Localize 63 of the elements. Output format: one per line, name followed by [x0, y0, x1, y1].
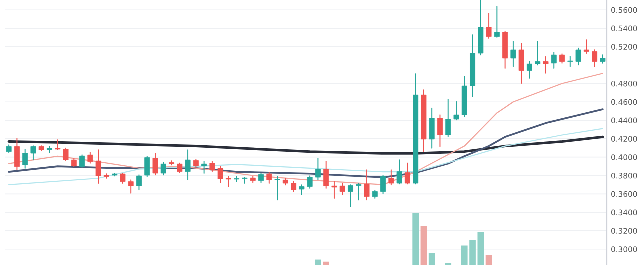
candlestick: [177, 162, 183, 174]
candlestick: [380, 175, 386, 195]
line-series: [8, 136, 604, 155]
candlestick: [560, 54, 565, 64]
candlestick: [299, 184, 305, 196]
candlestick: [315, 158, 321, 181]
candlestick: [63, 148, 69, 162]
candlestick: [80, 154, 86, 168]
candlestick: [510, 41, 516, 68]
bar: [420, 226, 428, 265]
candlestick: [144, 156, 150, 178]
candlestick: [535, 41, 541, 66]
candlestick: [185, 150, 191, 181]
candlestick: [22, 148, 28, 169]
candlestick: [88, 152, 94, 164]
candlestick: [576, 48, 582, 66]
candlestick: [226, 176, 232, 188]
bar: [412, 213, 419, 265]
candlestick: [332, 181, 338, 199]
candlestick: [324, 161, 330, 189]
candlestick: [364, 170, 370, 201]
candlestick: [388, 170, 394, 186]
candlestick: [307, 176, 313, 189]
candlestick: [438, 114, 443, 148]
bar: [428, 253, 436, 265]
candlestick: [120, 172, 126, 184]
candlestick: [202, 161, 208, 174]
candlestick: [568, 56, 574, 68]
candlestick: [584, 40, 590, 54]
candlestick: [136, 174, 142, 191]
bar: [323, 262, 330, 265]
candlestick: [454, 101, 460, 121]
candlestick: [55, 140, 61, 151]
candlestick: [266, 172, 272, 184]
bar: [486, 255, 492, 265]
candlestick: [291, 181, 297, 192]
candlestick: [526, 61, 532, 79]
candlestick: [274, 176, 280, 201]
candlestick: [429, 108, 435, 149]
candlestick: [592, 50, 598, 68]
candlestick: [218, 166, 224, 184]
candlestick: [242, 177, 248, 184]
candlestick: [446, 98, 452, 138]
candlestick: [551, 52, 557, 69]
candlestick: [396, 160, 402, 185]
candlestick: [494, 6, 500, 38]
candlestick: [96, 150, 102, 184]
candlestick: [210, 161, 216, 172]
candlestick: [356, 182, 362, 201]
candlestick: [14, 138, 20, 171]
candlestick: [152, 152, 158, 176]
bar: [315, 260, 322, 265]
candlestick: [128, 180, 134, 194]
candlestick: [404, 162, 410, 185]
line-series: [8, 128, 604, 186]
candlestick: [160, 162, 166, 176]
candlestick: [258, 172, 264, 184]
candlestick: [348, 184, 354, 208]
candlestick: [30, 146, 36, 161]
candlestick: [486, 12, 492, 39]
candlestick: [340, 182, 346, 196]
candlestick: [543, 56, 549, 74]
candlestick: [518, 42, 524, 84]
